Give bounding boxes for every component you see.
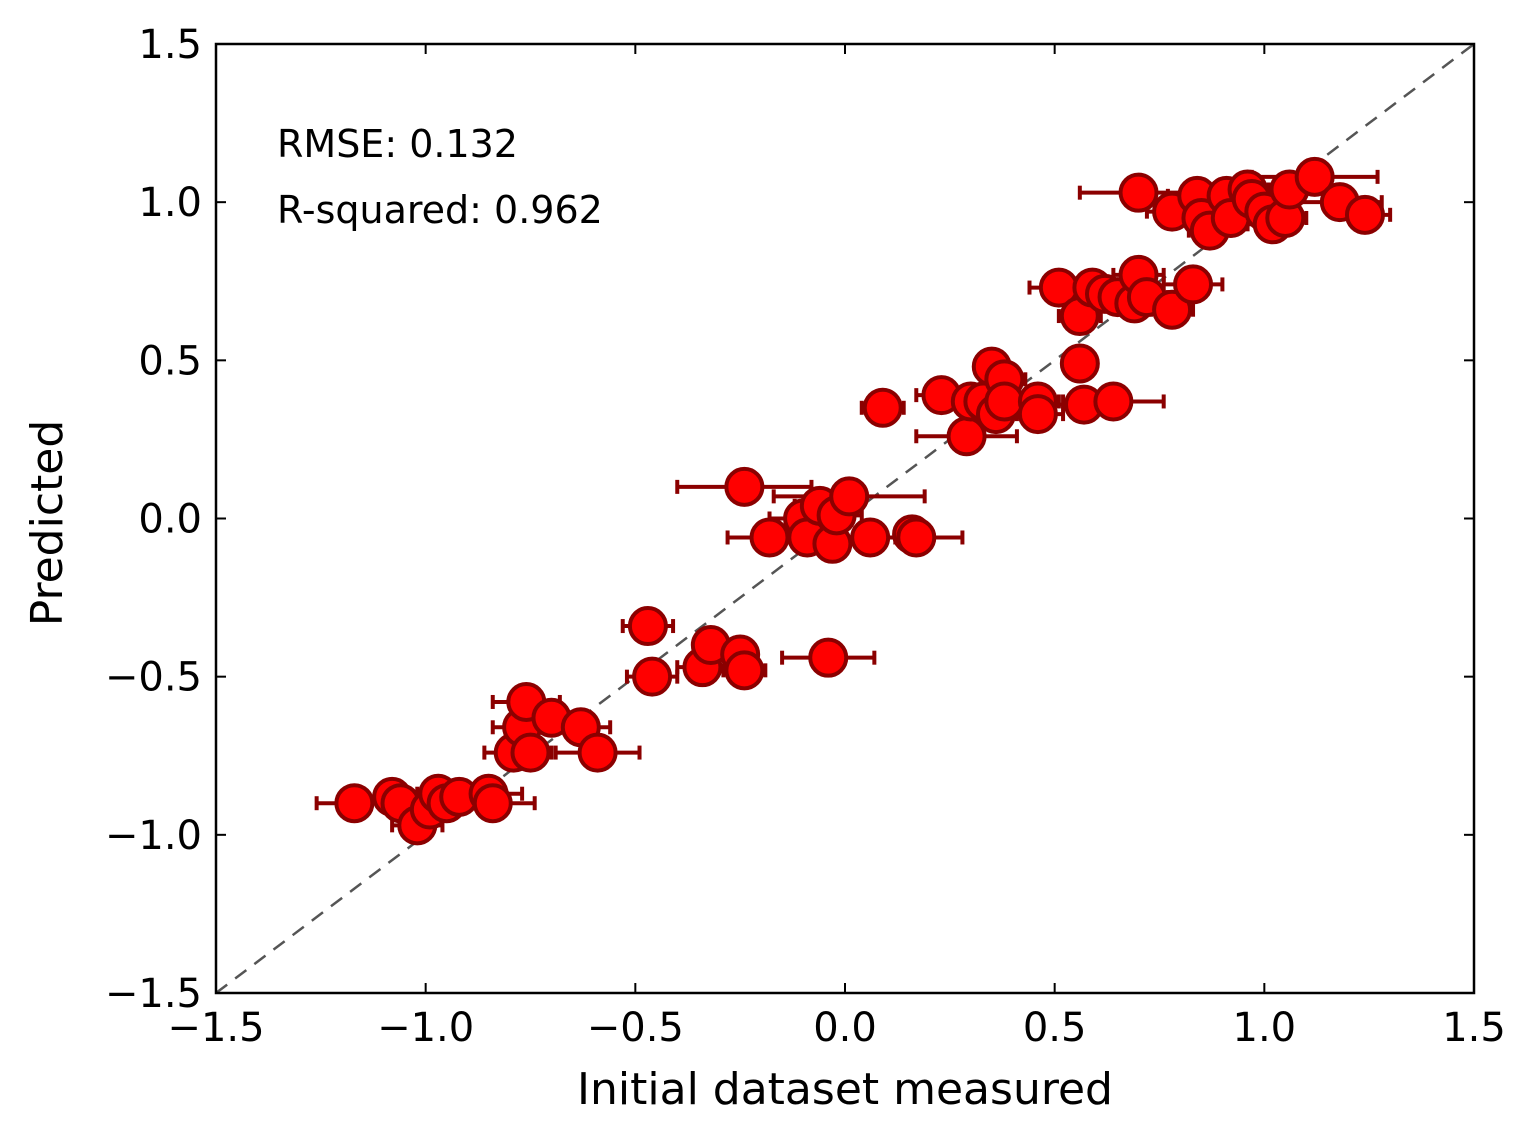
data-point (984, 381, 1025, 422)
x-axis-label: Initial dataset measured (577, 1064, 1113, 1115)
data-point (829, 476, 870, 517)
y-tick-label: −0.5 (105, 655, 202, 701)
y-tick-label: 0.5 (138, 338, 202, 384)
data-point (334, 783, 375, 824)
annotation-rmse: RMSE: 0.132 (277, 122, 518, 166)
data-point (1017, 394, 1058, 435)
data-point (1152, 289, 1193, 330)
y-tick-label: 1.0 (138, 180, 202, 226)
data-point (850, 517, 891, 558)
data-point (1294, 156, 1335, 197)
y-axis-ticks: −1.5 −1.0 −0.5 0.0 0.5 1.0 1.5 (105, 22, 1474, 1017)
x-axis-ticks: −1.5 −1.0 −0.5 0.0 0.5 1.0 1.5 (167, 44, 1506, 1051)
y-tick-label: 1.5 (138, 22, 202, 68)
x-tick-label: 1.0 (1233, 1005, 1297, 1051)
data-point (1093, 381, 1134, 422)
y-tick-label: 0.0 (138, 497, 202, 543)
annotation-r-squared: R-squared: 0.962 (277, 188, 603, 232)
x-tick-label: 1.5 (1442, 1005, 1506, 1051)
x-tick-label: 0.5 (1023, 1005, 1087, 1051)
data-point (632, 656, 673, 697)
data-point (1173, 264, 1214, 305)
data-point (627, 606, 668, 647)
x-tick-label: −1.0 (377, 1005, 474, 1051)
data-point (862, 387, 903, 428)
data-point (724, 650, 765, 691)
data-point (1059, 343, 1100, 384)
x-tick-label: 0.0 (813, 1005, 877, 1051)
data-point (577, 732, 618, 773)
x-tick-label: −1.5 (167, 1005, 264, 1051)
data-point (724, 466, 765, 507)
y-tick-label: −1.0 (105, 813, 202, 859)
data-point (510, 732, 551, 773)
data-point (1118, 172, 1159, 213)
marker-layer (334, 156, 1385, 846)
data-point (896, 517, 937, 558)
y-tick-label: −1.5 (105, 971, 202, 1017)
data-point (1344, 194, 1385, 235)
data-point (472, 783, 513, 824)
y-axis-label: Predicted (22, 420, 73, 627)
x-tick-label: −0.5 (587, 1005, 684, 1051)
data-point (808, 637, 849, 678)
data-point (749, 517, 790, 558)
